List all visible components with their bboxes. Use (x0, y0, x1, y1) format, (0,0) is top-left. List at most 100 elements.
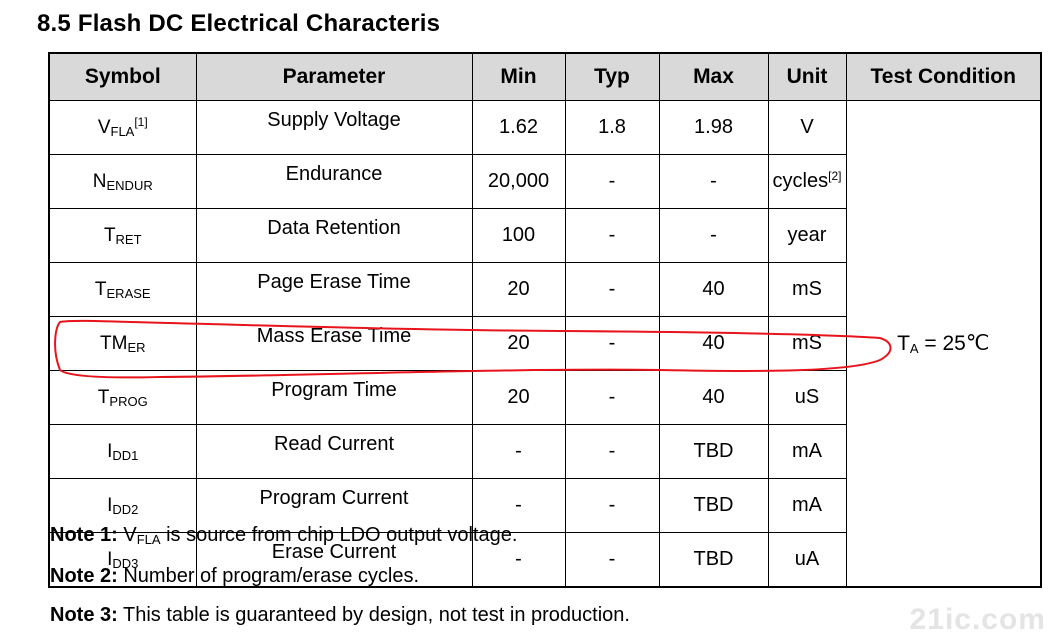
symbol-main: I (107, 440, 113, 462)
unit-text: V (800, 116, 814, 138)
unit-text: mS (792, 332, 822, 354)
symbol-subscript: RET (115, 231, 142, 247)
table-row: TPROG Program Time 20-40 uS (48, 370, 1041, 425)
symbol-subscript: FLA (110, 123, 135, 139)
symbol-subscript: ER (127, 339, 146, 355)
note-2-label: Note 2: (50, 565, 118, 587)
test-condition-main: T (897, 332, 910, 355)
header-test-condition: Test Condition (845, 52, 1042, 101)
unit-superscript: [2] (828, 169, 842, 183)
table-row: TRET Data Retention 100- - year (48, 208, 1041, 263)
header-max: Max (658, 52, 769, 101)
unit-cell: mS (767, 316, 847, 371)
min-cell: 20 (471, 370, 566, 425)
test-condition-cell: TA = 25℃ (845, 100, 1042, 588)
parameter-cell: Program Time (195, 370, 473, 425)
parameter-cell: Mass Erase Time (195, 316, 473, 371)
max-cell: 40 (658, 370, 769, 425)
unit-cell: uS (767, 370, 847, 425)
symbol-superscript: [1] (134, 114, 148, 129)
min-cell: - (471, 532, 566, 588)
max-cell: 40 (658, 262, 769, 317)
unit-cell: V (767, 100, 847, 155)
symbol-cell: TMER (48, 316, 197, 371)
note-1-label: Note 1: (50, 524, 118, 546)
symbol-cell: IDD2 (48, 478, 197, 533)
max-cell: - (658, 208, 769, 263)
parameter-cell: Read Current (195, 424, 473, 479)
parameter-cell: Page Erase Time (195, 262, 473, 317)
table-row: IDD2 Program Current - - TBD mA (48, 478, 1041, 533)
typ-cell: 1.8 (564, 100, 660, 155)
header-symbol: Symbol (48, 52, 197, 101)
table-row: NENDUR Endurance 20,000- - cycles[2] (48, 154, 1041, 209)
test-condition-rest: = 25℃ (918, 332, 990, 355)
min-cell: 20 (471, 262, 566, 317)
min-cell: 20,000 (471, 154, 566, 209)
watermark-logo: 21ic.com (909, 603, 1046, 636)
max-cell: TBD (658, 424, 769, 479)
max-cell: TBD (658, 478, 769, 533)
typ-cell: - (564, 370, 660, 425)
symbol-main: T (103, 224, 116, 246)
symbol-main: I (107, 494, 113, 516)
max-cell: - (658, 154, 769, 209)
table-row: IDD3 Erase Current - - TBD uA (48, 532, 1041, 588)
typ-cell: - (564, 424, 660, 479)
parameter-cell: Supply Voltage (195, 100, 473, 155)
unit-cell: mS (767, 262, 847, 317)
symbol-subscript: DD2 (112, 501, 139, 517)
unit-text: mA (792, 440, 822, 462)
unit-cell: mA (767, 478, 847, 533)
min-cell: 1.62 (471, 100, 566, 155)
parameter-cell: Data Retention (195, 208, 473, 263)
section-title: 8.5 Flash DC Electrical Characteris (37, 10, 441, 37)
header-unit: Unit (767, 52, 847, 101)
unit-text: year (787, 224, 827, 246)
symbol-cell: TRET (48, 208, 197, 263)
symbol-subscript: PROG (109, 393, 148, 409)
unit-cell: mA (767, 424, 847, 479)
header-parameter: Parameter (195, 52, 473, 101)
flash-dc-table: Symbol Parameter Min Typ Max Unit Test C… (48, 52, 1042, 588)
unit-cell: cycles[2] (767, 154, 847, 209)
unit-cell: uA (767, 532, 847, 588)
note-1-text-post: is source from chip LDO output voltage. (160, 524, 518, 546)
max-cell: TBD (658, 532, 769, 588)
symbol-cell: TERASE (48, 262, 197, 317)
note-2: Note 2: Number of program/erase cycles. (50, 565, 419, 588)
header-min: Min (471, 52, 566, 101)
parameter-cell: Program Current (195, 478, 473, 533)
symbol-cell: IDD1 (48, 424, 197, 479)
min-cell: - (471, 424, 566, 479)
symbol-main: I (107, 548, 113, 570)
max-cell: 40 (658, 316, 769, 371)
symbol-subscript: ERASE (106, 285, 151, 301)
typ-cell: - (564, 208, 660, 263)
parameter-cell: Erase Current (195, 532, 473, 588)
note-3-text: This table is guaranteed by design, not … (117, 604, 630, 626)
note-1-text-pre: V (117, 524, 137, 546)
min-cell: - (471, 478, 566, 533)
symbol-subscript: DD1 (112, 447, 139, 463)
unit-text: uS (794, 386, 820, 408)
symbol-cell: VFLA[1] (48, 100, 197, 155)
note-3: Note 3: This table is guaranteed by desi… (50, 604, 630, 627)
symbol-subscript: ENDUR (106, 177, 153, 193)
unit-text: uA (794, 548, 820, 570)
unit-cell: year (767, 208, 847, 263)
min-cell: 100 (471, 208, 566, 263)
note-3-label: Note 3: (50, 604, 118, 626)
header-typ: Typ (564, 52, 660, 101)
unit-text: cycles (772, 170, 829, 192)
parameter-cell: Endurance (195, 154, 473, 209)
note-2-text: Number of program/erase cycles. (117, 565, 420, 587)
typ-cell: - (564, 262, 660, 317)
typ-cell: - (564, 478, 660, 533)
symbol-main: T (94, 278, 107, 300)
note-1-sub: FLA (136, 532, 161, 547)
symbol-cell: TPROG (48, 370, 197, 425)
test-condition-subscript: A (909, 341, 919, 356)
unit-text: mA (792, 494, 822, 516)
symbol-main: T (97, 386, 110, 408)
